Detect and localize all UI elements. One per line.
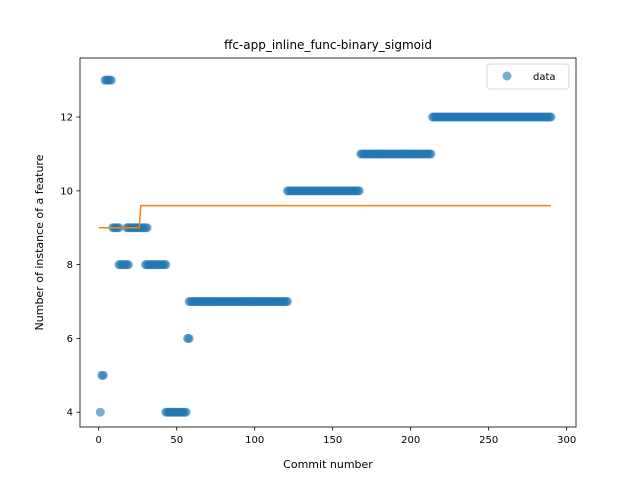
- x-tick-label: 200: [401, 435, 420, 446]
- data-point: [354, 186, 364, 196]
- y-tick-label: 12: [60, 113, 73, 124]
- legend-label-data: data: [533, 72, 556, 83]
- data-point: [181, 407, 191, 417]
- data-point: [98, 370, 108, 380]
- data-point: [106, 75, 116, 85]
- axes-frame: [79, 57, 577, 428]
- y-tick-label: 8: [67, 260, 73, 271]
- data-point: [184, 333, 194, 343]
- x-tick-label: 250: [479, 435, 498, 446]
- data-point: [426, 149, 436, 159]
- x-tick-label: 100: [245, 435, 264, 446]
- y-axis-label: Number of instance of a feature: [33, 154, 46, 330]
- x-tick-label: 0: [96, 435, 102, 446]
- x-axis: 0 50 100 150 200 250 300: [96, 427, 576, 446]
- data-point: [282, 297, 292, 307]
- trend-line: [98, 204, 552, 229]
- y-tick-label: 4: [67, 408, 73, 419]
- data-point: [142, 223, 152, 233]
- legend-marker-data: [502, 71, 512, 81]
- x-tick-label: 150: [323, 435, 342, 446]
- data-point: [95, 407, 105, 417]
- legend-box: [486, 63, 570, 90]
- chart-title: ffc-app_inline_func-binary_sigmoid: [224, 38, 432, 52]
- data-point: [546, 112, 556, 122]
- x-tick-label: 300: [557, 435, 576, 446]
- plot-area: [95, 75, 556, 417]
- data-point: [123, 260, 133, 270]
- legend: data: [486, 63, 570, 90]
- x-tick-label: 50: [170, 435, 183, 446]
- data-point: [161, 260, 171, 270]
- x-axis-label: Commit number: [283, 458, 373, 471]
- y-tick-label: 6: [67, 334, 73, 345]
- y-tick-label: 10: [60, 186, 73, 197]
- y-axis: 4 6 8 10 12: [60, 113, 80, 419]
